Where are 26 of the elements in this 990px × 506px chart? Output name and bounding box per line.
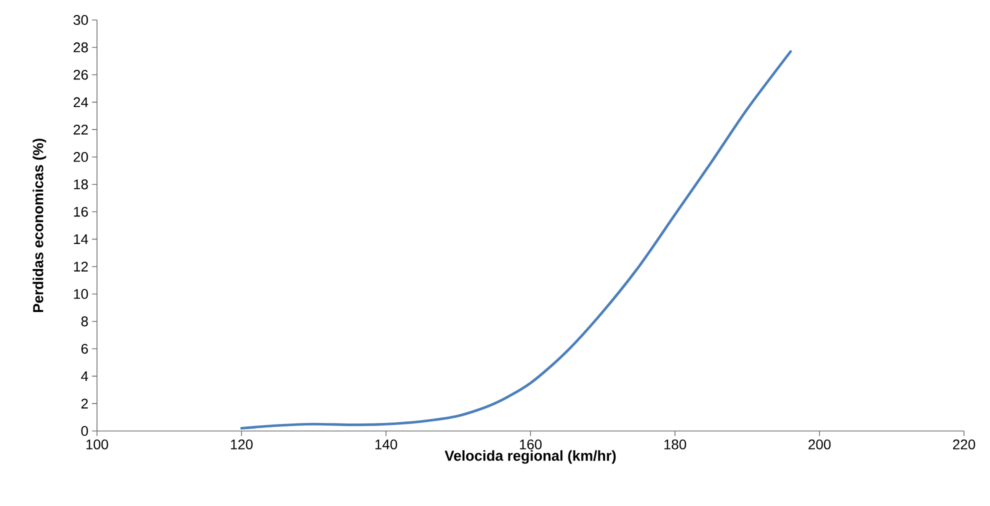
y-axis-title: Perdidas economicas (%) [32, 138, 46, 312]
y-tick-label: 18 [74, 179, 88, 190]
y-tick-label: 30 [74, 15, 88, 25]
x-tick-label: 100 [86, 439, 108, 450]
y-tick-label: 12 [74, 262, 88, 272]
y-tick-label: 26 [74, 70, 88, 80]
x-tick-label: 200 [808, 439, 831, 450]
y-tick-label: 0 [81, 426, 88, 436]
y-tick-label: 8 [81, 316, 88, 326]
y-tick-label: 10 [74, 289, 88, 299]
y-tick-label: 2 [81, 398, 88, 408]
x-axis-title: Velocida regional (km/hr) [444, 450, 616, 464]
y-tick-label: 22 [74, 124, 88, 134]
y-tick-label: 28 [74, 42, 88, 52]
x-tick-label: 160 [520, 439, 542, 450]
line-series [240, 50, 792, 430]
y-tick-label: 4 [81, 371, 88, 381]
x-tick-label: 180 [664, 439, 686, 450]
x-tick-label: 220 [953, 439, 976, 450]
y-tick-label: 6 [81, 344, 88, 354]
y-tick-label: 20 [74, 152, 88, 162]
x-tick-label: 140 [375, 439, 398, 450]
y-tick-label: 16 [74, 206, 88, 217]
y-tick-label: 14 [74, 234, 88, 244]
x-tick-label: 120 [230, 439, 253, 450]
y-tick-label: 24 [74, 97, 88, 108]
